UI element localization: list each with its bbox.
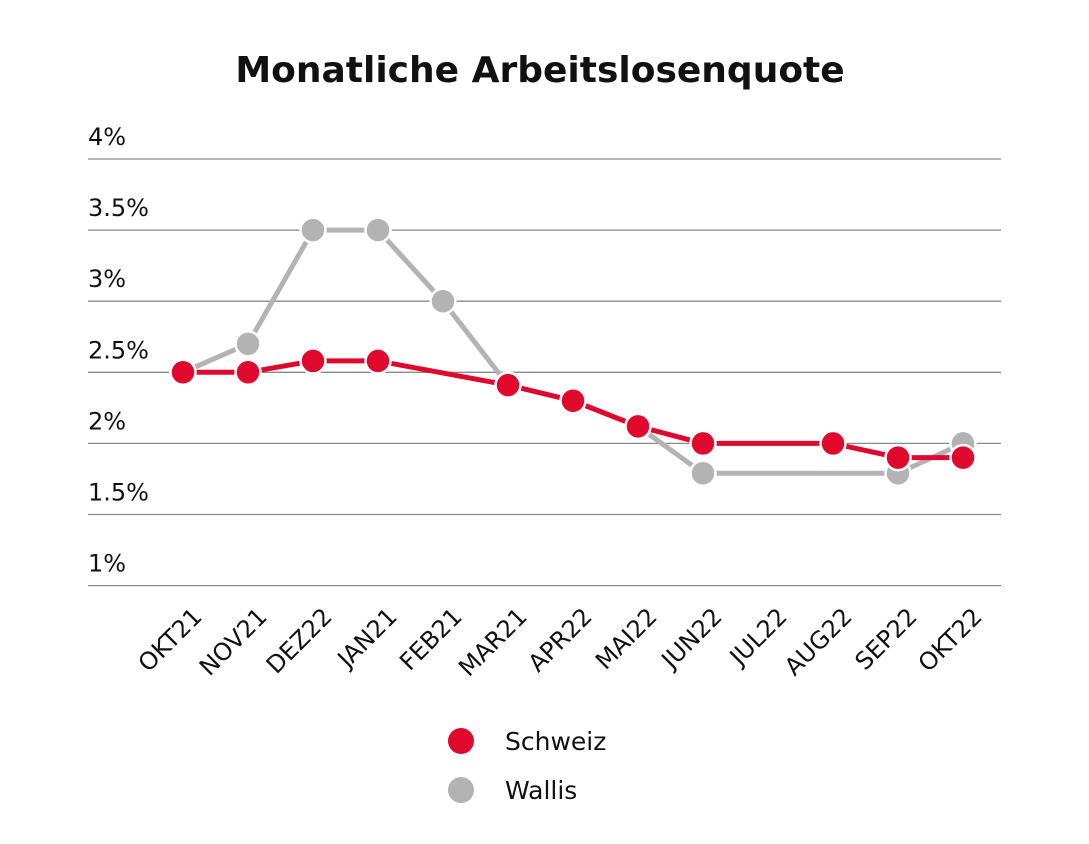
x-tick-label: SEP22 [850,602,923,675]
y-tick-label: 2% [88,407,126,435]
legend-marker [448,728,474,754]
y-axis-ticks: 1% 1.5% 2% 2.5% 3% 3.5% 4% [88,123,149,578]
x-tick-label: MAI22 [590,602,663,675]
x-tick-label: DEZ22 [261,602,338,679]
x-tick-label: AUG22 [779,602,858,681]
data-point [819,429,847,458]
legend-label: Schweiz [505,727,606,756]
data-point [364,216,392,244]
y-tick-label: 4% [88,123,126,151]
y-tick-label: 1.5% [88,479,149,507]
data-point [364,347,392,375]
x-tick-label: MAR21 [453,602,532,681]
data-point [559,386,587,415]
legend-marker [448,777,474,803]
y-tick-label: 2.5% [88,336,149,364]
legend: Schweiz Wallis [448,727,606,805]
data-point [624,412,652,441]
data-point [689,429,717,458]
series-schweiz [169,347,977,472]
chart-title: Monatliche Arbeitslosenquote [235,50,844,91]
data-point [234,330,262,358]
data-point [689,459,717,488]
y-tick-label: 1% [88,550,126,578]
series-line [180,227,966,476]
x-tick-label: OKT22 [913,602,988,677]
series-wallis [169,216,977,488]
data-point [299,216,327,244]
data-point [429,287,457,315]
data-point [234,358,262,387]
legend-label: Wallis [505,776,577,805]
y-tick-label: 3.5% [88,194,149,222]
x-axis-ticks: OKT21NOV21DEZ22JAN21FEB21MAR21APR22MAI22… [133,602,988,681]
x-tick-label: OKT21 [133,602,208,677]
legend-item: Wallis [448,776,577,805]
data-point [169,358,197,387]
y-tick-label: 3% [88,265,126,293]
x-tick-label: NOV21 [194,602,273,681]
data-point [884,443,912,472]
series-group [169,216,977,488]
data-point [299,347,327,375]
legend-item: Schweiz [448,727,606,756]
x-tick-label: APR22 [523,602,598,677]
x-tick-label: JAN21 [331,602,403,674]
data-point [494,371,522,399]
data-point [949,443,977,472]
x-tick-label: JUN22 [655,602,728,675]
